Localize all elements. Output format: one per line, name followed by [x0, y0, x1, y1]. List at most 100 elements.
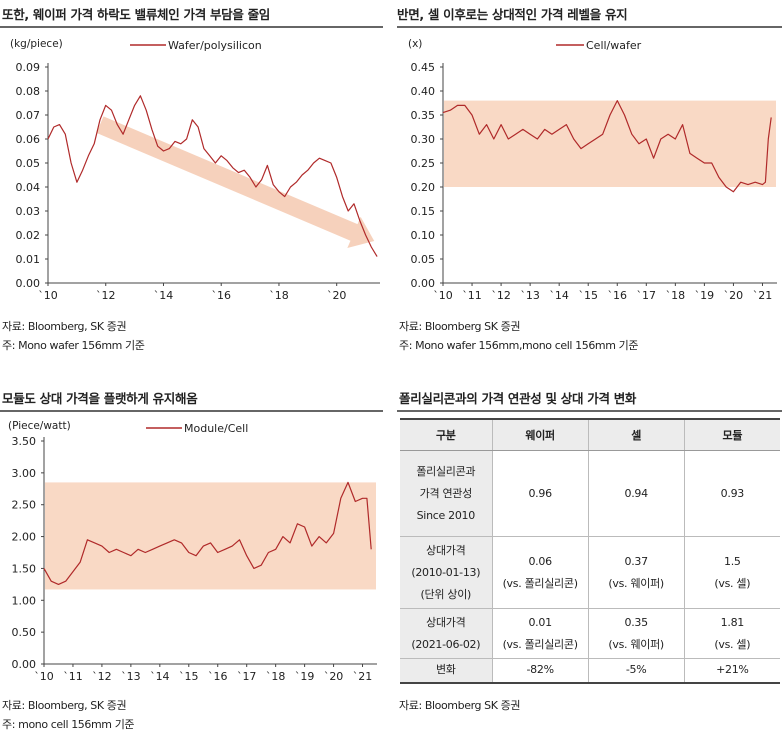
x-tick-label: `14 — [154, 289, 174, 302]
table-row: 상대가격 (2021-06-02) 0.01 (vs. 폴리실리콘) 0.35 (v… — [400, 608, 780, 659]
x-tick-label: `18 — [666, 289, 686, 302]
y-tick-label: 0.06 — [16, 133, 41, 146]
y-tick-label: 0.15 — [411, 205, 436, 218]
x-tick-label: `19 — [695, 289, 715, 302]
y-tick-label: 0.04 — [16, 181, 41, 194]
panel-2-note: 주: Mono wafer 156mm,mono cell 156mm 기준 — [399, 339, 639, 352]
y-tick-label: 0.01 — [16, 253, 41, 266]
x-tick-label: `18 — [269, 289, 289, 302]
x-tick-label: `18 — [266, 670, 286, 683]
x-tick-label: `12 — [491, 289, 511, 302]
y-tick-label: 0.30 — [411, 133, 436, 146]
y-tick-label: 0.07 — [16, 109, 41, 122]
x-tick-label: `14 — [150, 670, 170, 683]
x-tick-label: `17 — [637, 289, 657, 302]
x-tick-label: `12 — [92, 670, 112, 683]
series-line — [47, 95, 378, 257]
y-tick-label: 2.50 — [12, 499, 37, 512]
x-tick-label: `20 — [327, 289, 347, 302]
x-tick-label: `21 — [753, 289, 773, 302]
y-tick-label: 0.00 — [411, 277, 436, 290]
panel-4-title: 폴리실리콘과의 가격 연관성 및 상대 가격 변화 — [399, 391, 637, 406]
panel-2-title: 반면, 셀 이후로는 상대적인 가격 레벨을 유지 — [397, 7, 628, 22]
table-row: 변화 -82% -5% +21% — [400, 658, 780, 684]
correlation-table: 구분 웨이퍼 셀 모듈 폴리실리콘과 가격 연관성 Since 2010 0.9… — [400, 418, 780, 684]
column-header-module: 모듈 — [683, 418, 780, 451]
panel-1-source: 자료: Bloomberg, SK 증권 — [2, 320, 127, 333]
x-tick-label: `11 — [462, 289, 482, 302]
row-label-line: 가격 연관성 — [419, 486, 473, 500]
x-tick-label: `13 — [520, 289, 540, 302]
row-label: 상대가격 (2010-01-13) (단위 상이) — [400, 536, 493, 609]
x-tick-label: `10 — [34, 670, 54, 683]
panel-3-title: 모듈도 상대 가격을 플랫하게 유지해옴 — [2, 391, 198, 406]
unit-label: (kg/piece) — [10, 38, 63, 50]
table-row: 폴리실리콘과 가격 연관성 Since 2010 0.96 0.94 0.93 — [400, 450, 780, 537]
y-tick-label: 0.25 — [411, 157, 436, 170]
series-line — [43, 481, 372, 586]
y-tick-label: 0.08 — [16, 85, 41, 98]
panel-1-rule — [0, 26, 383, 28]
table-cell: 0.93 — [683, 450, 780, 537]
x-tick-label: `16 — [208, 670, 228, 683]
table-cell: 0.96 — [491, 450, 589, 537]
x-tick-label: `11 — [63, 670, 83, 683]
row-label: 폴리실리콘과 가격 연관성 Since 2010 — [400, 450, 493, 537]
x-tick-label: `10 — [433, 289, 453, 302]
y-tick-label: 1.50 — [12, 562, 37, 575]
table-cell: 0.01 (vs. 폴리실리콘) — [491, 608, 589, 659]
table-cell: 0.94 — [587, 450, 685, 537]
x-tick-label: `16 — [211, 289, 231, 302]
y-tick-label: 3.50 — [12, 435, 37, 448]
y-tick-label: 1.00 — [12, 594, 37, 607]
y-tick-label: 0.20 — [411, 181, 436, 194]
y-tick-label: 0.02 — [16, 229, 41, 242]
panel-4-source: 자료: Bloomberg SK 증권 — [399, 699, 521, 712]
x-tick-label: `21 — [353, 670, 373, 683]
range-band — [45, 482, 376, 590]
panel-3-rule — [0, 410, 383, 412]
y-tick-label: 0.09 — [16, 61, 41, 74]
y-tick-label: 0.00 — [12, 658, 37, 671]
panel-2-source: 자료: Bloomberg SK 증권 — [399, 320, 521, 333]
y-tick-label: 2.00 — [12, 531, 37, 544]
x-tick-label: `15 — [179, 670, 199, 683]
table-cell: -5% — [587, 658, 685, 684]
table-cell: +21% — [683, 658, 780, 684]
y-tick-label: 0.00 — [16, 277, 41, 290]
row-label-line: (단위 상이) — [420, 587, 472, 601]
table-cell: 1.5 (vs. 셀) — [683, 536, 780, 609]
y-tick-label: 0.45 — [411, 61, 436, 74]
row-label-line: (2021-06-02) — [411, 637, 481, 651]
table-cell: 0.06 (vs. 폴리실리콘) — [491, 536, 589, 609]
y-tick-label: 0.35 — [411, 109, 436, 122]
x-tick-label: `13 — [121, 670, 141, 683]
legend-label: Wafer/polysilicon — [168, 39, 262, 52]
panel-2-rule — [397, 26, 782, 28]
y-tick-label: 0.10 — [411, 229, 436, 242]
legend-label: Module/Cell — [184, 422, 248, 435]
table-row: 상대가격 (2010-01-13) (단위 상이) 0.06 (vs. 폴리실리콘… — [400, 536, 780, 609]
panel-3-source: 자료: Bloomberg, SK 증권 — [2, 699, 127, 712]
table-header-row: 구분 웨이퍼 셀 모듈 — [400, 418, 780, 451]
x-tick-label: `16 — [608, 289, 628, 302]
row-label-line: 상대가격 — [426, 543, 466, 557]
column-header-wafer: 웨이퍼 — [491, 418, 589, 451]
table-cell: 0.37 (vs. 웨이퍼) — [587, 536, 685, 609]
y-tick-label: 0.50 — [12, 626, 37, 639]
panel-3-note: 주: mono cell 156mm 기준 — [2, 718, 135, 731]
x-tick-label: `10 — [38, 289, 58, 302]
row-label-line: (2010-01-13) — [411, 565, 481, 579]
unit-label: (Piece/watt) — [8, 420, 71, 432]
panel-4-rule — [397, 410, 782, 412]
y-tick-label: 3.00 — [12, 467, 37, 480]
x-tick-label: `12 — [96, 289, 116, 302]
row-label-line: 상대가격 — [426, 615, 466, 629]
y-tick-label: 0.05 — [16, 157, 41, 170]
trend-arrow — [96, 116, 375, 249]
row-label-line: 폴리실리콘과 — [416, 464, 476, 478]
panel-1-title: 또한, 웨이퍼 가격 하락도 밸류체인 가격 부담을 줄임 — [2, 7, 271, 22]
unit-label: (x) — [408, 38, 422, 50]
